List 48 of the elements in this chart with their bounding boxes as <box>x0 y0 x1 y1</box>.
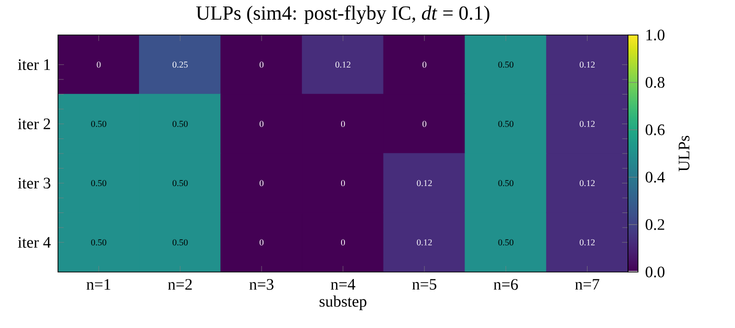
color-bar-title: ULPs <box>678 136 690 172</box>
x-tick-label: n=7 <box>575 279 600 290</box>
x-tick-label: n=6 <box>494 279 518 290</box>
data-label: 0 <box>260 120 264 127</box>
y-tick-label: iter 4 <box>18 236 51 248</box>
color-bar-label: 0.2 <box>646 219 664 230</box>
data-label: 0 <box>260 180 264 186</box>
data-label: 0 <box>341 239 345 246</box>
data-label: 0.50 <box>172 239 188 246</box>
data-label: 0.12 <box>580 62 595 68</box>
data-label: 0 <box>260 62 264 68</box>
data-label: 0.50 <box>498 120 514 127</box>
data-label: 0.50 <box>172 180 188 186</box>
x-tick-label: n=3 <box>249 279 274 290</box>
data-label: 0.50 <box>498 239 514 246</box>
data-label: 0.50 <box>91 239 106 246</box>
color-bar-label: 0.4 <box>646 172 665 183</box>
data-label: 0 <box>341 180 345 186</box>
x-axis-title: substep <box>320 296 366 310</box>
y-tick-label: iter 3 <box>18 178 50 189</box>
data-label: 0 <box>96 62 101 68</box>
data-label: 0.50 <box>498 62 514 68</box>
data-label: 0.12 <box>335 62 350 68</box>
y-tick-label: iter 2 <box>18 118 50 130</box>
data-label: 0.12 <box>416 180 432 186</box>
data-label: 0 <box>422 62 426 68</box>
x-tick-label: n=2 <box>168 279 192 290</box>
data-label: 0 <box>260 239 264 246</box>
data-label: 0.12 <box>580 239 595 246</box>
color-bar-label: 0.6 <box>646 124 665 136</box>
data-label: 0.50 <box>498 180 514 186</box>
x-tick-label: n=1 <box>86 279 110 290</box>
data-label: 0.12 <box>580 120 595 127</box>
data-label: 0.25 <box>172 62 188 68</box>
data-label: 0.12 <box>580 180 595 186</box>
data-label: 0.50 <box>91 180 106 186</box>
color-bar-label: 1.0 <box>646 30 664 40</box>
y-tick-label: iter 1 <box>18 59 50 70</box>
data-label: 0 <box>422 120 426 127</box>
data-label: 0.50 <box>91 120 106 127</box>
data-label: 0.12 <box>416 239 432 246</box>
data-label: 0 <box>341 120 345 127</box>
x-tick-label: n=5 <box>412 279 436 290</box>
x-tick-label: n=4 <box>330 279 356 290</box>
data-label: 0.50 <box>172 120 188 127</box>
color-bar-label: 0.0 <box>646 266 664 278</box>
chart-title: ULPs (sim4: post-flyby IC, dt = 0.1) <box>196 6 490 24</box>
color-bar-label: 0.8 <box>646 76 664 88</box>
